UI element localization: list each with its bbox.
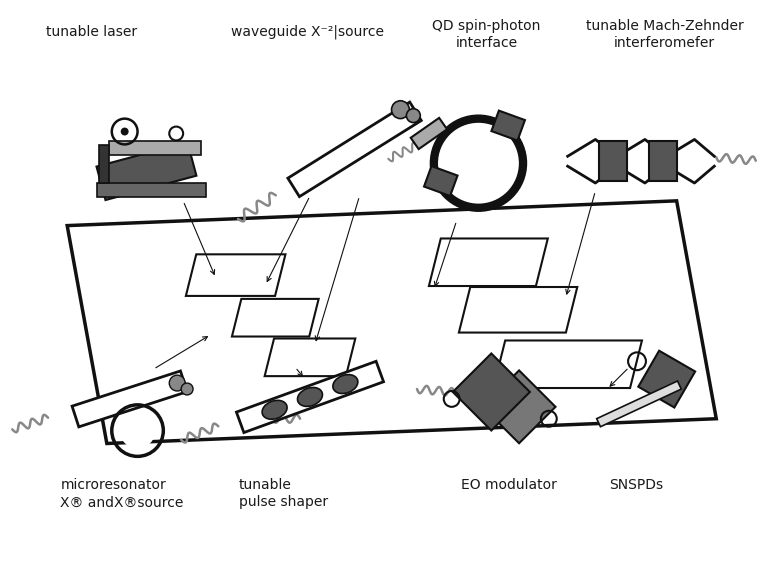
Circle shape xyxy=(406,109,420,122)
Text: tunable Mach-Zehnder
interferomefer: tunable Mach-Zehnder interferomefer xyxy=(586,18,743,50)
Circle shape xyxy=(392,101,409,118)
Circle shape xyxy=(169,375,185,391)
Polygon shape xyxy=(638,351,695,408)
Circle shape xyxy=(121,128,128,136)
Circle shape xyxy=(181,383,193,395)
Polygon shape xyxy=(237,361,383,432)
Polygon shape xyxy=(453,354,530,431)
Polygon shape xyxy=(493,340,642,388)
Text: QD spin-photon
interface: QD spin-photon interface xyxy=(432,18,541,50)
Text: EO modulator: EO modulator xyxy=(461,478,557,492)
Circle shape xyxy=(441,125,516,201)
Polygon shape xyxy=(232,299,319,336)
Text: tunable
pulse shaper: tunable pulse shaper xyxy=(239,478,328,509)
Text: waveguide X⁻²|source: waveguide X⁻²|source xyxy=(231,25,385,39)
Text: SNSPDs: SNSPDs xyxy=(609,478,664,492)
Polygon shape xyxy=(186,254,286,296)
Bar xyxy=(649,141,677,181)
Polygon shape xyxy=(67,201,717,443)
Polygon shape xyxy=(288,102,422,197)
Ellipse shape xyxy=(297,388,323,407)
Polygon shape xyxy=(492,110,525,140)
Polygon shape xyxy=(429,239,548,286)
Polygon shape xyxy=(99,145,109,183)
Bar xyxy=(599,141,627,181)
Polygon shape xyxy=(97,183,206,197)
Polygon shape xyxy=(458,287,578,332)
Ellipse shape xyxy=(262,400,287,419)
Polygon shape xyxy=(411,118,447,149)
Polygon shape xyxy=(424,166,458,196)
Polygon shape xyxy=(597,381,681,427)
Circle shape xyxy=(120,413,155,448)
Polygon shape xyxy=(72,371,187,427)
Polygon shape xyxy=(97,142,197,200)
Polygon shape xyxy=(265,339,356,376)
Polygon shape xyxy=(109,141,201,155)
Text: microresonator
X® andX®source: microresonator X® andX®source xyxy=(60,478,184,509)
Text: tunable laser: tunable laser xyxy=(46,25,137,39)
Ellipse shape xyxy=(333,374,358,393)
Polygon shape xyxy=(482,370,555,443)
